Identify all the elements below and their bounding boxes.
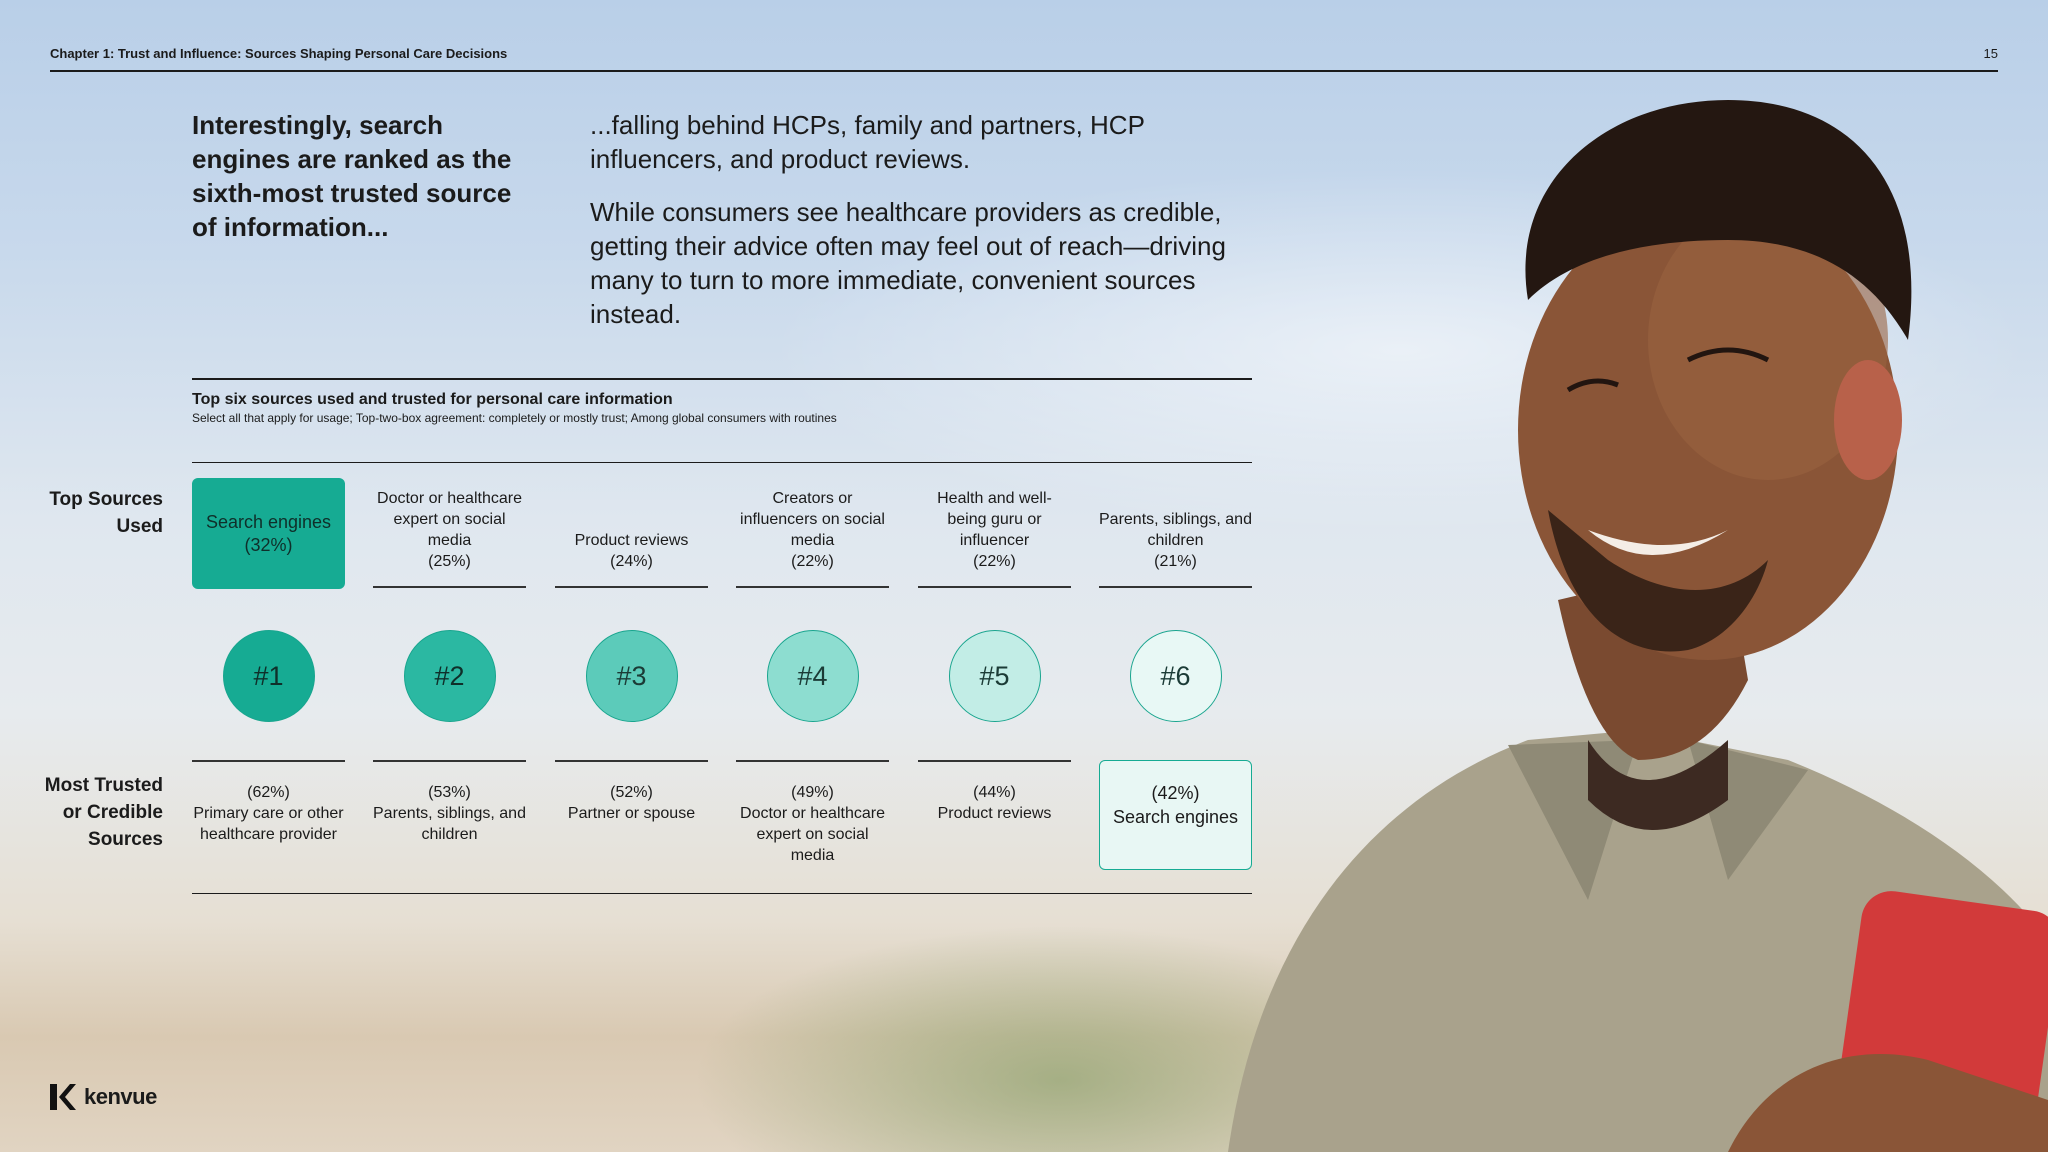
row-label-most-trusted: Most Trusted or Credible Sources <box>44 775 163 850</box>
top-source-percent: (24%) <box>610 553 653 570</box>
top-source-label: Search engines <box>205 511 332 532</box>
rank-badge: #5 <box>948 630 1041 722</box>
rank-badge: #2 <box>403 630 496 722</box>
page-number: 15 <box>1983 46 1998 61</box>
rank-badge: #6 <box>1129 630 1222 722</box>
trusted-source-label: Doctor or healthcare expert on social me… <box>740 805 885 864</box>
trusted-source-label: Parents, siblings, and children <box>373 805 526 843</box>
kenvue-k-icon <box>50 1084 76 1110</box>
trusted-source-cell: (49%) Doctor or healthcare expert on soci… <box>736 760 889 870</box>
top-source-cell: Product reviews (24%) <box>555 478 708 588</box>
trusted-source-percent: (62%) <box>247 784 290 801</box>
kenvue-logo: kenvue <box>50 1084 157 1110</box>
top-source-cell: Search engines (32%) <box>192 478 345 589</box>
top-source-label: Parents, siblings, and children <box>1099 511 1252 549</box>
top-source-percent: (22%) <box>973 553 1016 570</box>
top-source-cell: Creators or influencers on social media (… <box>736 478 889 588</box>
top-source-cell: Parents, siblings, and children (21%) <box>1099 478 1252 588</box>
trusted-source-cell: (53%) Parents, siblings, and children <box>373 760 526 870</box>
trusted-source-label: Primary care or other healthcare provide… <box>193 805 344 843</box>
chapter-title: Chapter 1: Trust and Influence: Sources … <box>50 46 508 61</box>
chart-top-divider <box>192 378 1252 380</box>
top-source-percent: (21%) <box>1154 553 1197 570</box>
logo-text: kenvue <box>84 1084 157 1109</box>
trusted-source-label: Search engines <box>1112 807 1239 827</box>
trusted-source-cell: (52%) Partner or spouse <box>555 760 708 870</box>
rank-badge: #4 <box>766 630 859 722</box>
trusted-source-cell: (62%) Primary care or other healthcare pr… <box>192 760 345 870</box>
chart-title: Top six sources used and trusted for per… <box>192 391 673 408</box>
body-paragraph-1: ...falling behind HCPs, family and partn… <box>590 110 1145 174</box>
chart-bottom-divider <box>192 893 1252 894</box>
top-source-cell: Health and well-being guru or influencer… <box>918 478 1071 588</box>
trusted-source-percent: (53%) <box>428 784 471 801</box>
header-divider <box>50 70 1998 72</box>
body-paragraph-2: While consumers see healthcare providers… <box>590 197 1226 329</box>
top-source-label: Creators or influencers on social media <box>740 490 885 549</box>
top-source-cell: Doctor or healthcare expert on social me… <box>373 478 526 588</box>
trusted-source-label: Partner or spouse <box>567 805 696 822</box>
top-source-percent: (25%) <box>428 553 471 570</box>
trusted-source-percent: (52%) <box>610 784 653 801</box>
trusted-source-percent: (44%) <box>973 784 1016 801</box>
top-source-label: Doctor or healthcare expert on social me… <box>377 490 522 549</box>
trusted-source-label: Product reviews <box>937 805 1052 822</box>
chart-header-divider <box>192 462 1252 463</box>
trusted-source-cell: (42%) Search engines <box>1099 760 1252 870</box>
trusted-source-percent: (42%) <box>1151 783 1200 803</box>
top-source-percent: (32%) <box>244 534 293 555</box>
body-text: ...falling behind HCPs, family and partn… <box>590 108 1230 350</box>
trusted-source-cell: (44%) Product reviews <box>918 760 1071 870</box>
trusted-source-percent: (49%) <box>791 784 834 801</box>
chart-subtitle: Select all that apply for usage; Top-two… <box>192 411 837 425</box>
rank-badge: #1 <box>222 630 315 722</box>
rank-badge: #3 <box>585 630 678 722</box>
top-source-label: Product reviews <box>574 532 689 549</box>
top-source-label: Health and well-being guru or influencer <box>937 490 1052 549</box>
lead-heading: Interestingly, search engines are ranked… <box>192 110 512 242</box>
row-label-top-sources-used: Top Sources Used <box>49 489 163 537</box>
smiling-man-photo <box>1228 100 2048 1152</box>
top-source-percent: (22%) <box>791 553 834 570</box>
